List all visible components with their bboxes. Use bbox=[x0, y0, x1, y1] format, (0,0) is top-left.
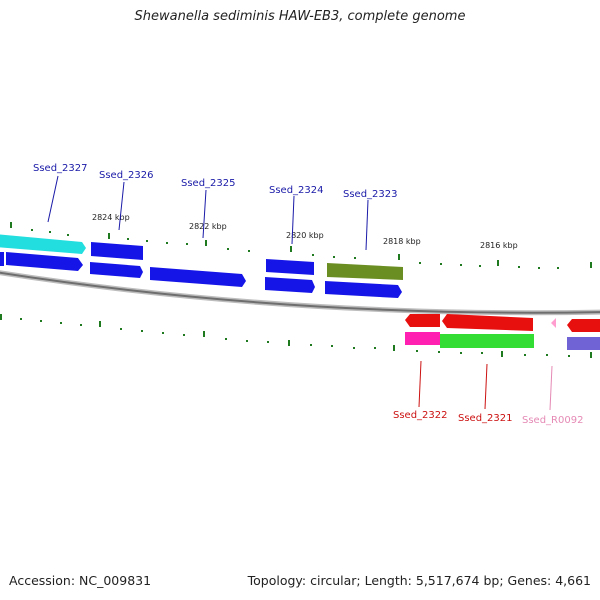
cds-olive bbox=[327, 263, 403, 280]
gene-label: Ssed_2322 bbox=[393, 410, 448, 421]
topology-summary: Topology: circular; Length: 5,517,674 bp… bbox=[247, 573, 591, 588]
kbp-label: 2816 kbp bbox=[480, 241, 518, 250]
kbp-label: 2818 kbp bbox=[383, 237, 421, 246]
forward-row-bottom bbox=[0, 252, 402, 298]
reverse-row-bottom bbox=[405, 332, 600, 350]
map-title: Shewanella sediminis HAW-EB3, complete g… bbox=[134, 9, 466, 24]
reverse-row-top bbox=[405, 314, 600, 332]
cds-blue bbox=[150, 267, 246, 287]
cds-red bbox=[567, 319, 600, 332]
cds-purple bbox=[567, 337, 600, 350]
kbp-scale-labels: 2824 kbp 2822 kbp 2820 kbp 2818 kbp 2816… bbox=[92, 213, 518, 250]
rna-label-leader bbox=[549, 365, 553, 411]
gene-label: Ssed_2323 bbox=[343, 189, 398, 200]
kbp-label: 2820 kbp bbox=[286, 231, 324, 240]
kbp-label: 2824 kbp bbox=[92, 213, 130, 222]
genome-backbone bbox=[0, 270, 600, 316]
reverse-label-leader bbox=[484, 363, 488, 410]
cds-red bbox=[405, 314, 440, 327]
gene-label: Ssed_R0092 bbox=[522, 415, 583, 426]
rna-pink bbox=[551, 318, 556, 328]
cds-blue bbox=[6, 252, 83, 271]
forward-gene-labels: Ssed_2327 Ssed_2326 Ssed_2325 Ssed_2324 … bbox=[33, 163, 398, 200]
cds-blue bbox=[325, 281, 402, 298]
forward-row-top bbox=[0, 234, 403, 280]
gene-label: Ssed_2321 bbox=[458, 413, 513, 424]
cds-magenta bbox=[405, 332, 440, 345]
cds-blue bbox=[265, 277, 315, 293]
cds-blue bbox=[0, 252, 4, 266]
gene-label: Ssed_2324 bbox=[269, 185, 324, 196]
kbp-label: 2822 kbp bbox=[189, 222, 227, 231]
gene-label: Ssed_2325 bbox=[181, 178, 236, 189]
gene-label: Ssed_2326 bbox=[99, 170, 154, 181]
cds-blue bbox=[266, 259, 314, 275]
cds-blue bbox=[90, 262, 143, 278]
cds-blue bbox=[91, 242, 143, 260]
cds-cyan bbox=[0, 234, 86, 254]
reverse-label-leader bbox=[418, 360, 422, 408]
outer-tick-row bbox=[10, 222, 592, 269]
gene-label: Ssed_2327 bbox=[33, 163, 88, 174]
inner-tick-row bbox=[0, 314, 592, 358]
forward-label-leaders bbox=[47, 175, 369, 251]
accession-label: Accession: NC_009831 bbox=[9, 573, 152, 588]
cds-red bbox=[442, 314, 533, 331]
genome-backbone-core bbox=[0, 271, 600, 314]
cds-green bbox=[440, 334, 534, 348]
